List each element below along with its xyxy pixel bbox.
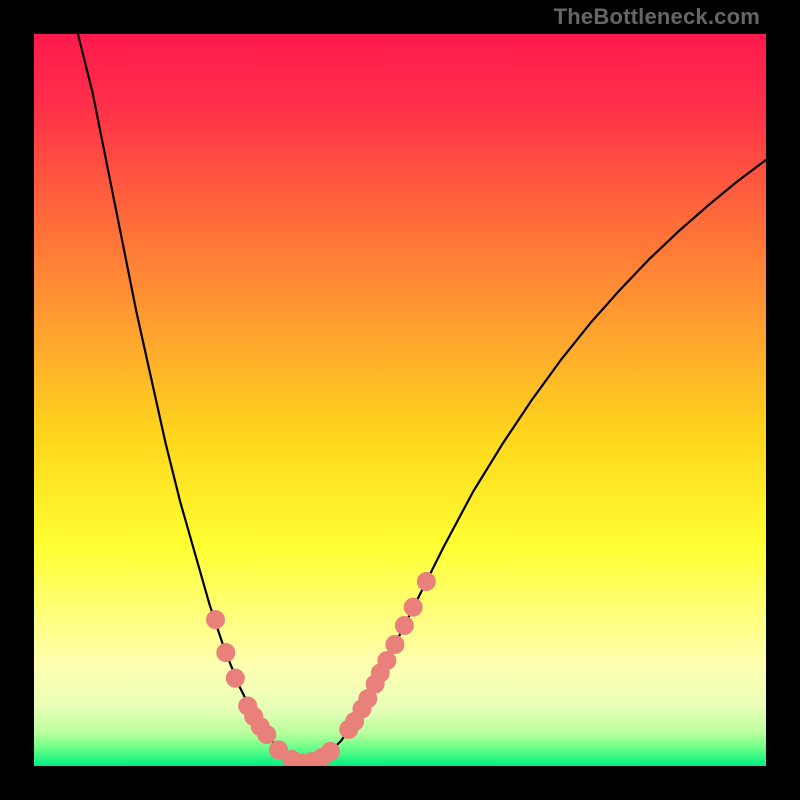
- curve-marker: [378, 652, 396, 670]
- watermark-text: TheBottleneck.com: [554, 4, 760, 30]
- bottleneck-curve: [78, 34, 766, 763]
- curve-marker: [417, 573, 435, 591]
- chart-frame: TheBottleneck.com: [0, 0, 800, 800]
- plot-area: [34, 34, 766, 766]
- curve-markers: [207, 573, 436, 766]
- curve-marker: [226, 669, 244, 687]
- curve-marker: [207, 611, 225, 629]
- curve-marker: [217, 644, 235, 662]
- curve-layer: [34, 34, 766, 766]
- curve-marker: [258, 726, 276, 744]
- curve-marker: [321, 742, 339, 760]
- curve-marker: [395, 616, 413, 634]
- curve-marker: [386, 635, 404, 653]
- curve-marker: [404, 598, 422, 616]
